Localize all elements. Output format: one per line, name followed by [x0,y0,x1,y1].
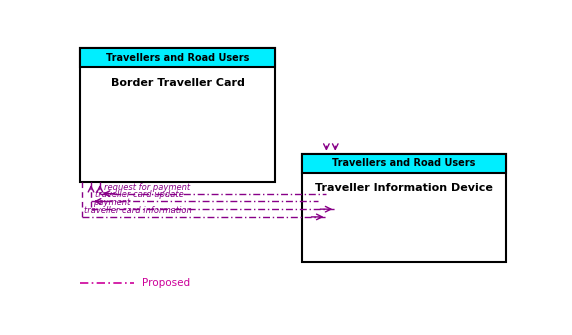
Text: traveller card information: traveller card information [84,206,192,215]
Bar [80,48,276,67]
Bar [302,154,506,173]
Text: payment: payment [93,198,130,207]
Text: traveller card update: traveller card update [96,190,184,199]
Bar [80,48,276,182]
Text: Traveller Information Device: Traveller Information Device [315,183,493,193]
Bar [302,154,506,262]
Text: Proposed: Proposed [142,278,190,288]
Text: request for payment: request for payment [104,183,190,192]
Text: Border Traveller Card: Border Traveller Card [111,78,245,88]
Text: Travellers and Road Users: Travellers and Road Users [332,158,476,169]
Text: Travellers and Road Users: Travellers and Road Users [106,53,249,63]
